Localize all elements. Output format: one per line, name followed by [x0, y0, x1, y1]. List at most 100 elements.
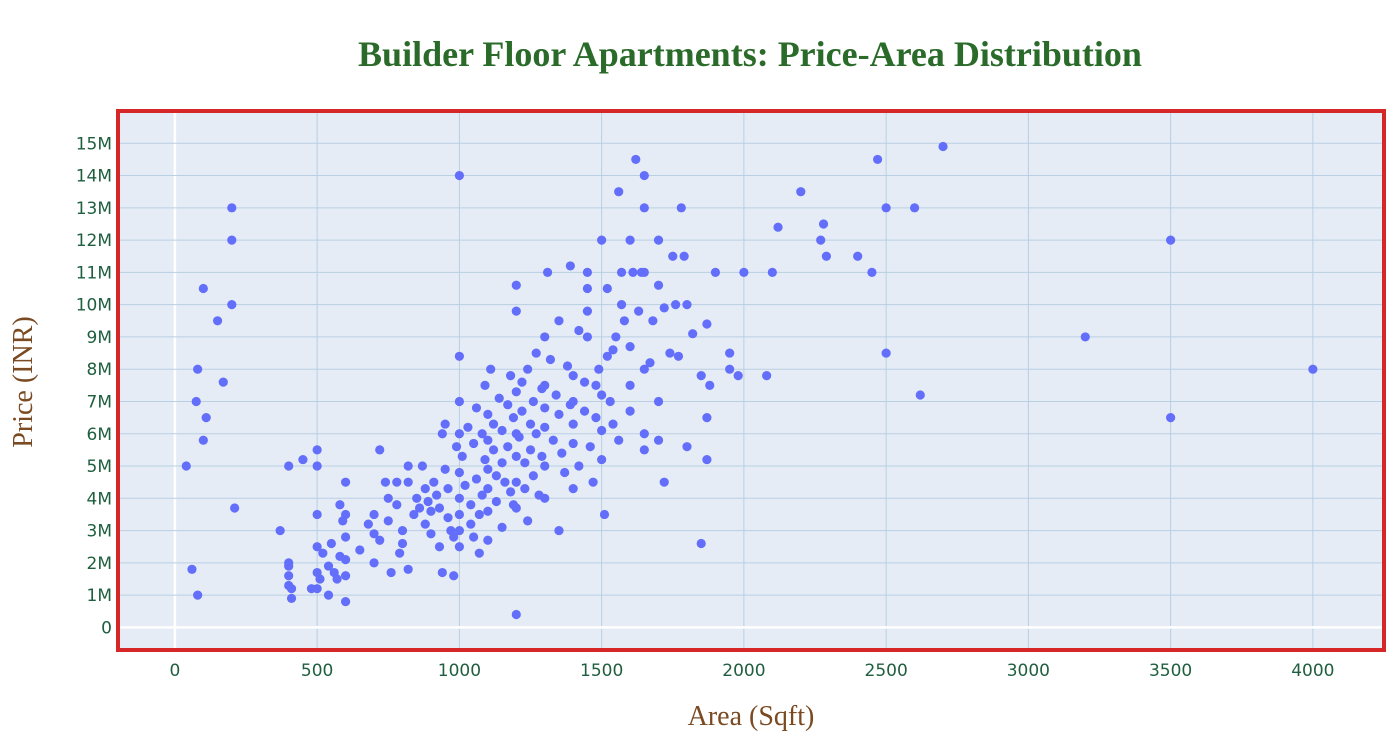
data-point [403, 477, 413, 487]
data-point [312, 509, 322, 520]
plot-frame [116, 109, 1386, 652]
data-point [582, 306, 593, 316]
data-point [488, 445, 499, 455]
data-point [574, 461, 584, 471]
data-point [429, 477, 439, 487]
data-point [440, 419, 450, 429]
data-point [483, 435, 493, 445]
data-point [426, 506, 436, 516]
data-point [531, 429, 541, 439]
data-point [488, 419, 499, 429]
data-point [284, 461, 294, 471]
data-point [340, 571, 351, 581]
data-point [639, 364, 649, 374]
y-tick-label: 11M [76, 263, 112, 283]
data-point [434, 503, 445, 513]
data-point [585, 442, 595, 452]
data-point [542, 267, 553, 277]
data-point [426, 529, 436, 539]
data-point [312, 461, 322, 471]
data-point [497, 425, 507, 436]
data-point [540, 332, 550, 342]
data-point [676, 203, 686, 213]
y-tick-label: 1M [87, 586, 112, 606]
data-point [437, 429, 447, 439]
data-point [523, 516, 533, 526]
data-point [631, 154, 641, 165]
data-points [181, 141, 1318, 620]
data-point [392, 477, 402, 487]
data-point [696, 371, 706, 381]
data-point [540, 461, 550, 471]
data-point [528, 471, 538, 481]
data-point [696, 538, 706, 549]
data-point [540, 380, 550, 390]
data-point [588, 477, 598, 487]
data-point [531, 348, 541, 358]
data-point [449, 571, 459, 581]
data-point [511, 280, 521, 290]
y-tick-label: 9M [87, 328, 112, 348]
data-point [440, 464, 450, 474]
data-point [201, 413, 211, 423]
data-point [187, 564, 197, 574]
data-point [554, 409, 564, 419]
data-point [659, 477, 669, 487]
data-point [679, 251, 689, 261]
data-point [392, 500, 402, 510]
data-point [517, 377, 527, 387]
data-point [938, 141, 948, 152]
data-point [286, 593, 297, 603]
data-point [867, 267, 877, 277]
data-point [469, 532, 479, 542]
data-point [881, 203, 891, 213]
data-point [554, 316, 564, 326]
data-point [537, 451, 547, 461]
data-point [511, 387, 521, 397]
data-point [762, 371, 772, 381]
y-tick-label: 2M [87, 554, 112, 574]
data-point [645, 358, 655, 368]
data-point [414, 503, 425, 513]
data-point [469, 438, 479, 449]
data-point [403, 564, 413, 574]
data-point [671, 300, 681, 310]
data-point [853, 251, 863, 261]
y-tick-label: 7M [87, 392, 112, 412]
data-point [443, 513, 453, 523]
data-point [286, 584, 297, 594]
data-point [565, 261, 575, 271]
data-point [528, 396, 538, 407]
data-point [557, 448, 567, 458]
data-point [599, 509, 610, 520]
data-point [443, 484, 453, 494]
data-point [480, 454, 490, 465]
data-point [915, 390, 925, 400]
data-point [517, 406, 527, 416]
data-point [668, 251, 678, 261]
data-point [705, 380, 715, 390]
data-point [511, 503, 521, 513]
data-point [454, 429, 464, 439]
data-point [710, 267, 721, 277]
data-point [733, 371, 743, 381]
data-point [540, 422, 550, 432]
data-point [340, 532, 351, 542]
data-point [503, 442, 513, 452]
data-point [673, 351, 684, 361]
data-point [363, 519, 373, 529]
data-point [315, 574, 325, 584]
data-point [227, 235, 237, 245]
data-point [466, 500, 476, 510]
data-point [821, 251, 831, 261]
data-point [340, 555, 351, 565]
data-point [608, 345, 618, 355]
data-point [457, 451, 467, 461]
data-point [312, 584, 322, 594]
data-point [483, 535, 493, 545]
data-point [312, 445, 322, 455]
data-point [551, 390, 561, 400]
data-point [665, 348, 675, 358]
data-point [403, 461, 413, 471]
data-point [193, 364, 203, 374]
